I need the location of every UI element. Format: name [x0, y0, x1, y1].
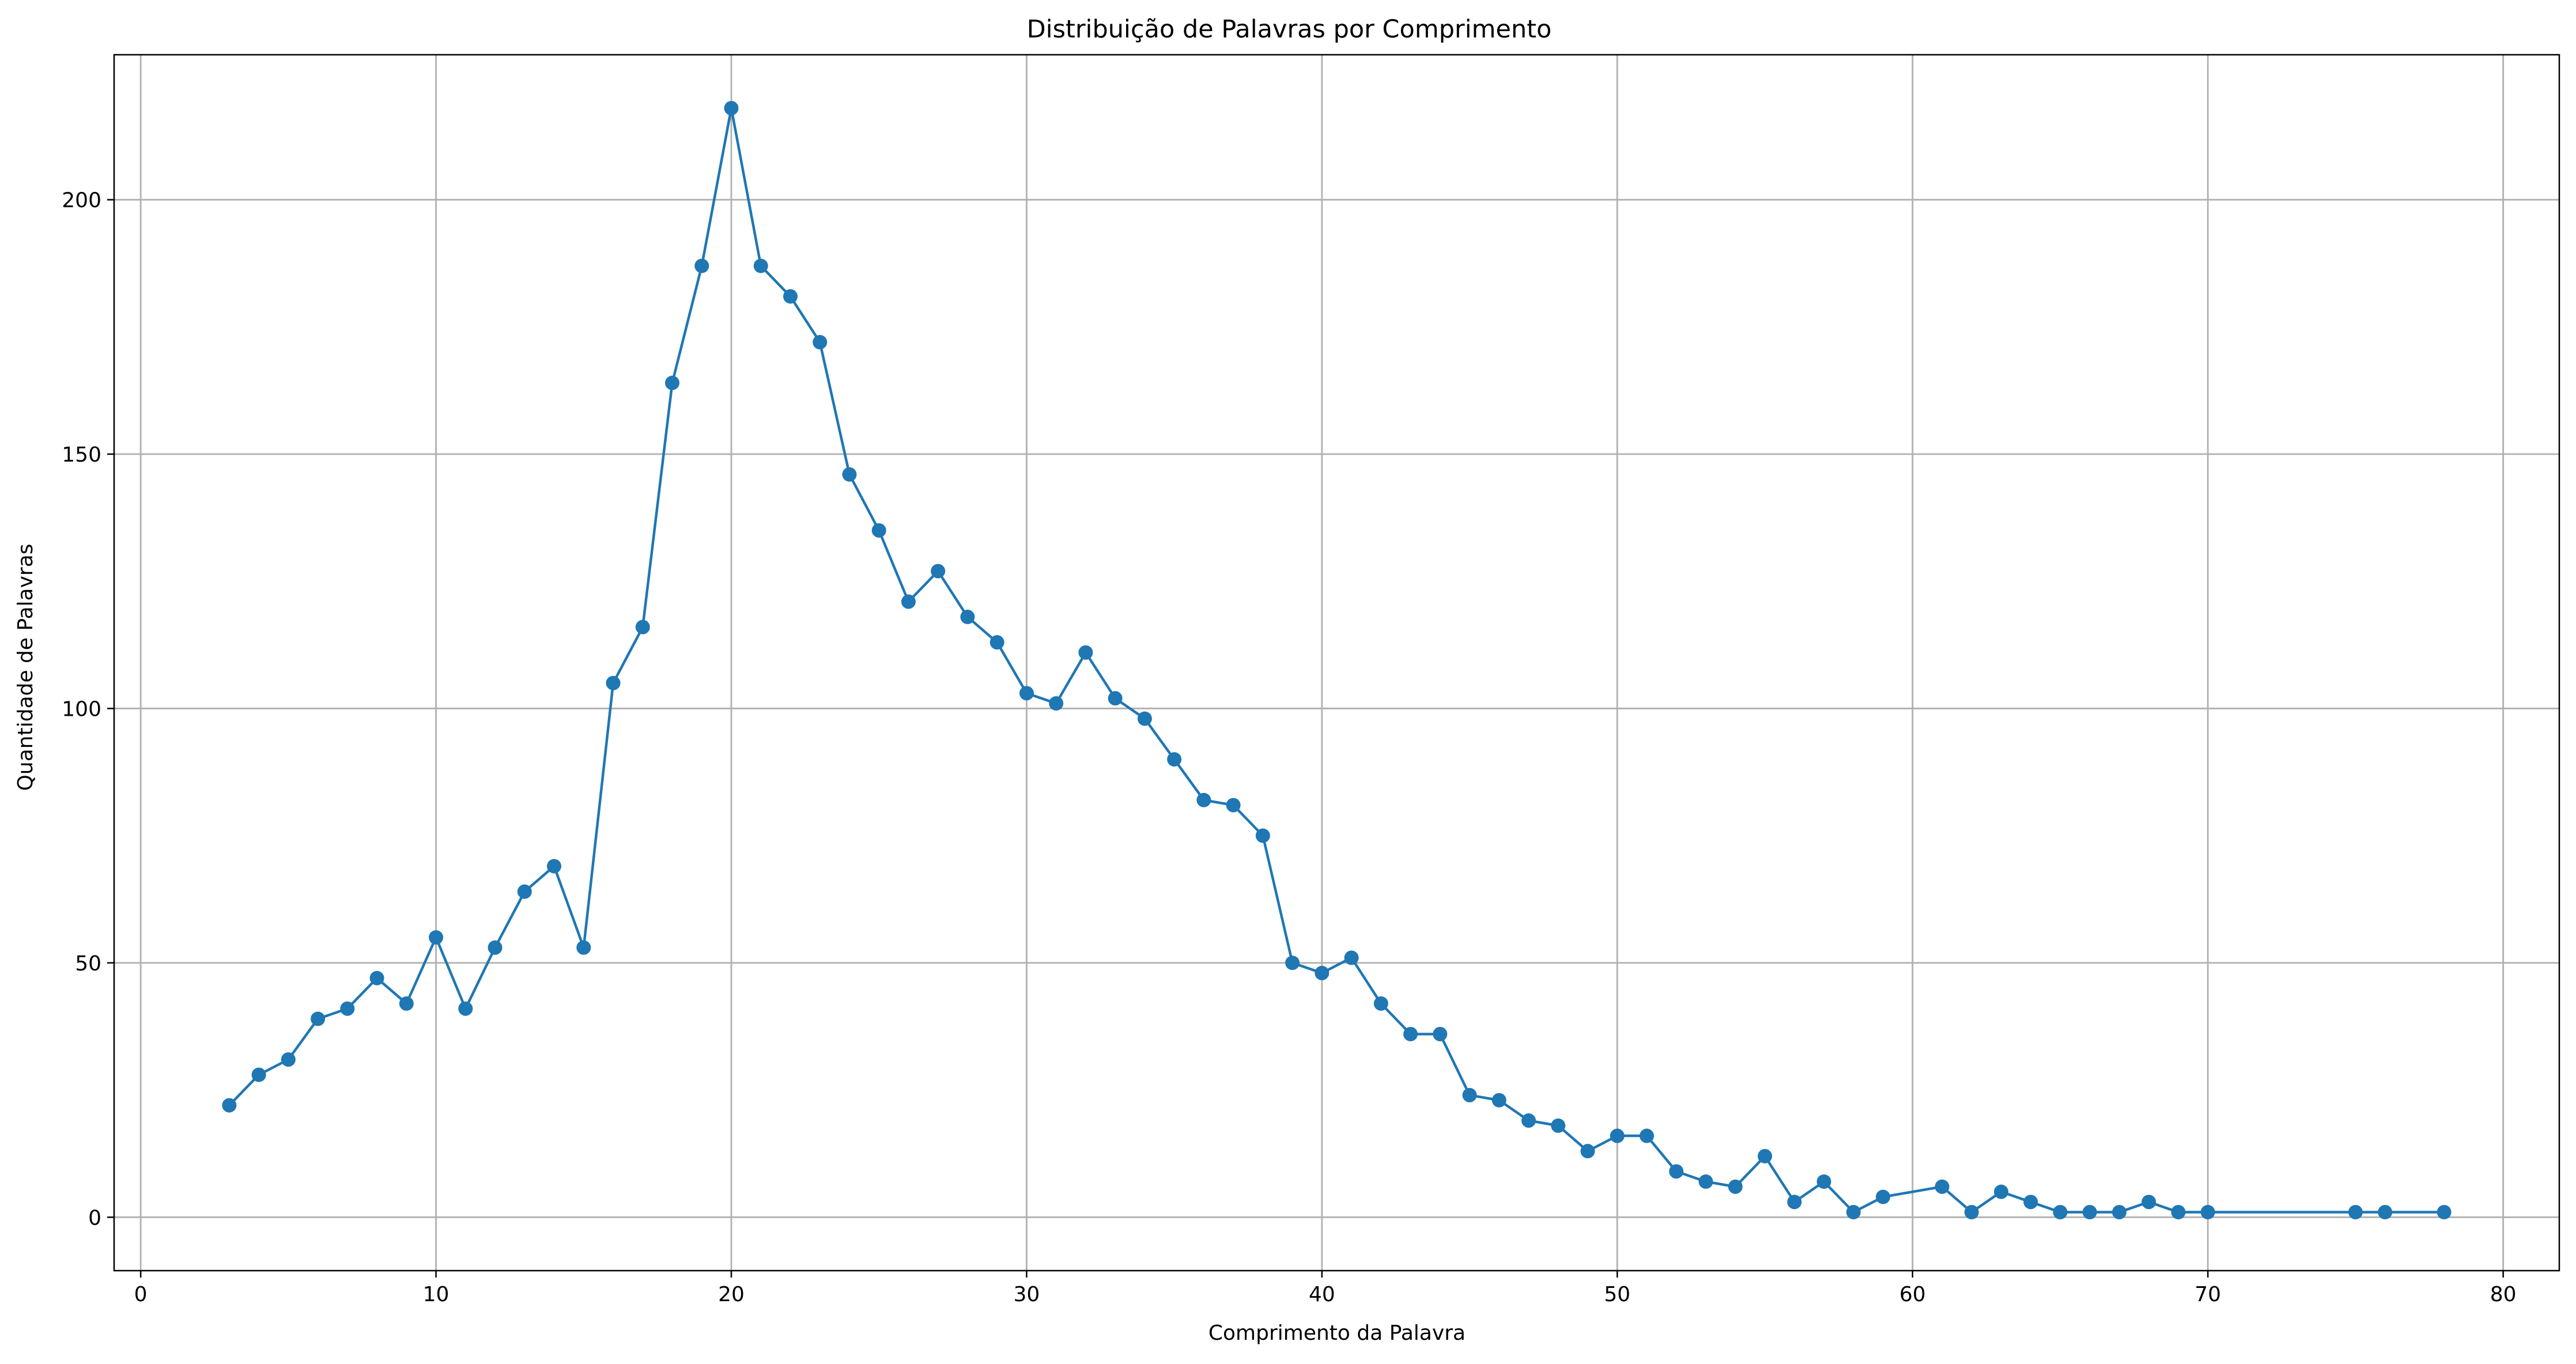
data-point: [1344, 950, 1359, 965]
x-tick-label: 70: [2194, 1283, 2221, 1306]
data-point: [1403, 1026, 1418, 1041]
data-point: [1816, 1174, 1831, 1189]
data-point: [576, 940, 591, 955]
x-tick-label: 50: [1604, 1283, 1630, 1306]
x-axis-label: Comprimento da Palavra: [1208, 1321, 1465, 1345]
data-point: [2348, 1204, 2363, 1219]
data-point: [2141, 1195, 2156, 1210]
data-point: [1610, 1128, 1625, 1143]
plot-frame: [113, 54, 2560, 1272]
data-point: [222, 1098, 237, 1113]
y-tick-label: 200: [62, 189, 101, 213]
data-point: [429, 930, 444, 945]
data-point: [1167, 752, 1182, 767]
data-point: [488, 940, 503, 955]
data-point: [665, 375, 680, 390]
y-axis-label: Quantidade de Palavras: [14, 543, 37, 791]
data-point: [1462, 1087, 1477, 1102]
data-point: [1580, 1144, 1595, 1159]
data-point: [901, 594, 916, 609]
data-point: [458, 1001, 473, 1016]
data-point: [1698, 1174, 1713, 1189]
data-point: [1315, 966, 1329, 981]
data-point: [1758, 1148, 1773, 1163]
data-point: [369, 970, 384, 985]
y-tick-label: 50: [75, 952, 101, 976]
data-point: [547, 859, 562, 874]
data-point: [1846, 1204, 1861, 1219]
data-point: [931, 564, 946, 579]
data-point: [1728, 1179, 1743, 1194]
data-point: [871, 523, 886, 538]
data-point: [1433, 1026, 1448, 1041]
data-point: [842, 467, 857, 482]
data-point: [1196, 792, 1211, 807]
data-point: [783, 289, 798, 304]
data-point: [1373, 996, 1388, 1011]
x-axis-ticks: 0 10 20 30 40 50 60 70 80: [134, 1271, 2517, 1306]
data-point: [1640, 1128, 1655, 1143]
data-point: [635, 619, 650, 634]
data-point: [1993, 1184, 2008, 1199]
data-point: [753, 258, 768, 273]
y-tick-label: 100: [62, 697, 101, 721]
y-tick-label: 0: [88, 1206, 101, 1230]
data-point: [1521, 1113, 1536, 1128]
data-point: [1108, 691, 1123, 706]
data-point: [2023, 1195, 2038, 1210]
data-point: [2112, 1204, 2126, 1219]
data-point: [1049, 696, 1064, 711]
data-point: [2437, 1204, 2452, 1219]
data-point: [251, 1067, 266, 1082]
data-point: [311, 1011, 326, 1026]
x-tick-label: 10: [423, 1283, 450, 1306]
data-point: [1669, 1164, 1684, 1179]
x-tick-label: 60: [1899, 1283, 1926, 1306]
data-point: [1226, 798, 1241, 813]
x-tick-label: 80: [2490, 1283, 2517, 1306]
grid: [114, 55, 2559, 1271]
data-point: [1491, 1093, 1506, 1108]
data-point: [2378, 1204, 2393, 1219]
data-point: [340, 1001, 355, 1016]
data-point: [1787, 1195, 1802, 1210]
data-point: [1551, 1118, 1566, 1133]
data-point: [724, 101, 739, 116]
data-point: [1137, 711, 1152, 726]
data-point: [1964, 1204, 1979, 1219]
data-point: [2082, 1204, 2097, 1219]
data-point: [1876, 1189, 1891, 1204]
x-tick-label: 20: [718, 1283, 745, 1306]
data-point: [606, 675, 621, 690]
data-point: [960, 610, 975, 625]
data-point: [399, 996, 414, 1011]
data-point: [813, 335, 828, 350]
data-point: [1255, 828, 1270, 843]
data-point: [1019, 686, 1034, 701]
y-tick-label: 150: [62, 443, 101, 467]
data-point: [1935, 1179, 1950, 1194]
x-tick-label: 40: [1309, 1283, 1335, 1306]
data-point: [1285, 955, 1300, 970]
data-point: [2053, 1204, 2068, 1219]
data-point: [694, 258, 709, 273]
x-tick-label: 0: [134, 1283, 148, 1306]
y-axis-ticks: 0 50 100 150 200: [62, 189, 114, 1230]
x-tick-label: 30: [1014, 1283, 1040, 1306]
data-point: [281, 1052, 296, 1067]
data-point: [517, 884, 532, 899]
series-line: [228, 107, 2445, 1214]
data-point: [1078, 645, 1093, 660]
data-point: [2171, 1204, 2186, 1219]
data-series: [222, 101, 2452, 1219]
chart-title: Distribuição de Palavras por Comprimento: [1027, 15, 1552, 44]
data-point: [989, 635, 1004, 650]
data-point: [2200, 1204, 2215, 1219]
